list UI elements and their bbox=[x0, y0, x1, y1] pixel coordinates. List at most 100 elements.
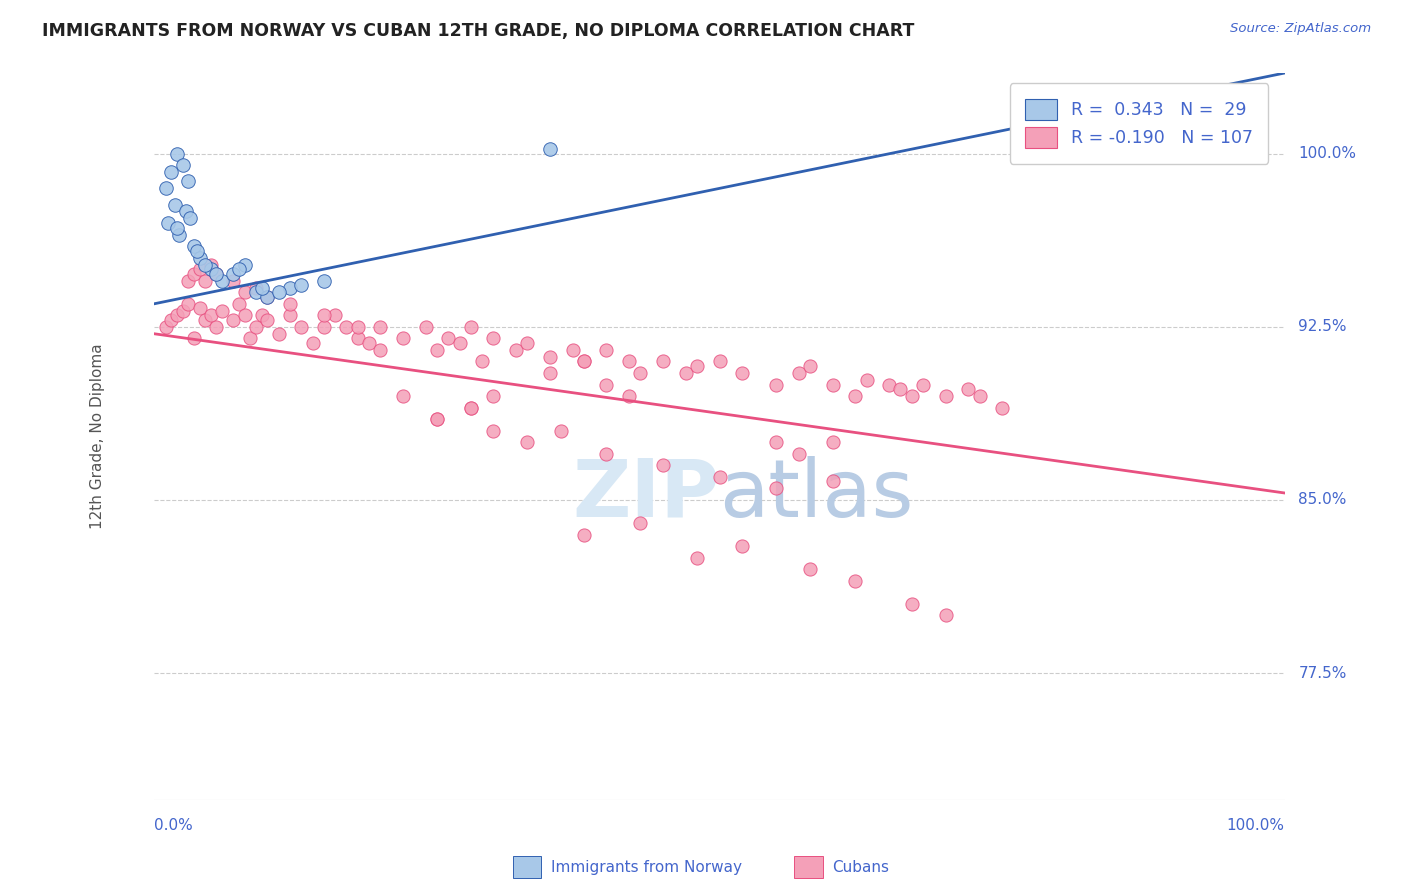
Point bbox=[935, 389, 957, 403]
Point bbox=[290, 319, 312, 334]
Point bbox=[278, 280, 301, 294]
Point bbox=[787, 366, 810, 380]
Point bbox=[301, 336, 323, 351]
Point bbox=[267, 326, 290, 341]
Point bbox=[572, 527, 595, 541]
Point bbox=[392, 331, 415, 345]
Point bbox=[765, 435, 787, 450]
Point bbox=[205, 319, 228, 334]
Point bbox=[821, 475, 844, 489]
Text: Immigrants from Norway: Immigrants from Norway bbox=[551, 860, 742, 874]
Point bbox=[323, 308, 346, 322]
Point bbox=[652, 458, 675, 473]
Point bbox=[969, 389, 991, 403]
Point bbox=[200, 262, 222, 277]
Text: IMMIGRANTS FROM NORWAY VS CUBAN 12TH GRADE, NO DIPLOMA CORRELATION CHART: IMMIGRANTS FROM NORWAY VS CUBAN 12TH GRA… bbox=[42, 22, 914, 40]
Point bbox=[155, 319, 177, 334]
Point bbox=[166, 308, 188, 322]
Point bbox=[595, 343, 617, 357]
Point bbox=[821, 435, 844, 450]
Point bbox=[900, 389, 922, 403]
Point bbox=[256, 313, 278, 327]
Point bbox=[652, 354, 675, 368]
Point bbox=[844, 389, 866, 403]
Point bbox=[471, 354, 494, 368]
Point bbox=[572, 354, 595, 368]
Point bbox=[877, 377, 900, 392]
Point bbox=[188, 251, 211, 265]
Point bbox=[228, 297, 250, 311]
Legend: R =  0.343   N =  29, R = -0.190   N = 107: R = 0.343 N = 29, R = -0.190 N = 107 bbox=[1010, 83, 1268, 163]
Point bbox=[312, 274, 335, 288]
Point bbox=[787, 447, 810, 461]
Point bbox=[628, 366, 651, 380]
Point bbox=[911, 377, 934, 392]
Point bbox=[686, 550, 709, 565]
Point bbox=[211, 274, 233, 288]
Point bbox=[194, 274, 217, 288]
Point bbox=[205, 267, 228, 281]
Point bbox=[460, 319, 482, 334]
Point bbox=[188, 262, 211, 277]
Point bbox=[765, 482, 787, 496]
Point bbox=[166, 146, 188, 161]
Point bbox=[516, 435, 538, 450]
Text: 85.0%: 85.0% bbox=[1298, 492, 1347, 508]
Point bbox=[482, 424, 505, 438]
Point bbox=[855, 373, 877, 387]
Point bbox=[426, 343, 449, 357]
Point bbox=[900, 597, 922, 611]
Point bbox=[370, 343, 392, 357]
Point bbox=[482, 389, 505, 403]
Point bbox=[686, 359, 709, 373]
Point bbox=[505, 343, 527, 357]
Point bbox=[572, 354, 595, 368]
Point bbox=[460, 401, 482, 415]
Point bbox=[256, 290, 278, 304]
Point bbox=[167, 227, 190, 242]
Point bbox=[415, 319, 437, 334]
Point bbox=[245, 319, 267, 334]
Point bbox=[194, 258, 217, 272]
Point bbox=[166, 220, 188, 235]
Point bbox=[256, 290, 278, 304]
Point bbox=[617, 354, 640, 368]
Point bbox=[228, 262, 250, 277]
Point bbox=[935, 608, 957, 623]
Point bbox=[957, 382, 980, 396]
Point bbox=[709, 354, 731, 368]
Point bbox=[437, 331, 460, 345]
Point bbox=[516, 336, 538, 351]
Point bbox=[188, 301, 211, 316]
Point bbox=[765, 377, 787, 392]
Text: 100.0%: 100.0% bbox=[1298, 146, 1357, 161]
Point bbox=[177, 297, 200, 311]
Point bbox=[346, 319, 368, 334]
Point bbox=[675, 366, 697, 380]
Point bbox=[172, 303, 194, 318]
Point bbox=[163, 197, 186, 211]
Point bbox=[709, 470, 731, 484]
Point bbox=[346, 331, 368, 345]
Point bbox=[183, 331, 205, 345]
Point bbox=[617, 389, 640, 403]
Point bbox=[250, 308, 273, 322]
Point bbox=[200, 258, 222, 272]
Point bbox=[233, 308, 256, 322]
Point bbox=[211, 303, 233, 318]
Text: 12th Grade, No Diploma: 12th Grade, No Diploma bbox=[90, 343, 105, 529]
Point bbox=[312, 308, 335, 322]
Point bbox=[186, 244, 208, 258]
Text: 77.5%: 77.5% bbox=[1298, 665, 1347, 681]
Point bbox=[731, 366, 754, 380]
Point bbox=[245, 285, 267, 300]
Point bbox=[239, 331, 262, 345]
Point bbox=[426, 412, 449, 426]
Text: 92.5%: 92.5% bbox=[1298, 319, 1347, 334]
Text: 100.0%: 100.0% bbox=[1227, 819, 1285, 833]
Point bbox=[183, 239, 205, 253]
Point bbox=[460, 401, 482, 415]
Point bbox=[538, 366, 561, 380]
Point bbox=[731, 539, 754, 553]
Point bbox=[160, 165, 183, 179]
